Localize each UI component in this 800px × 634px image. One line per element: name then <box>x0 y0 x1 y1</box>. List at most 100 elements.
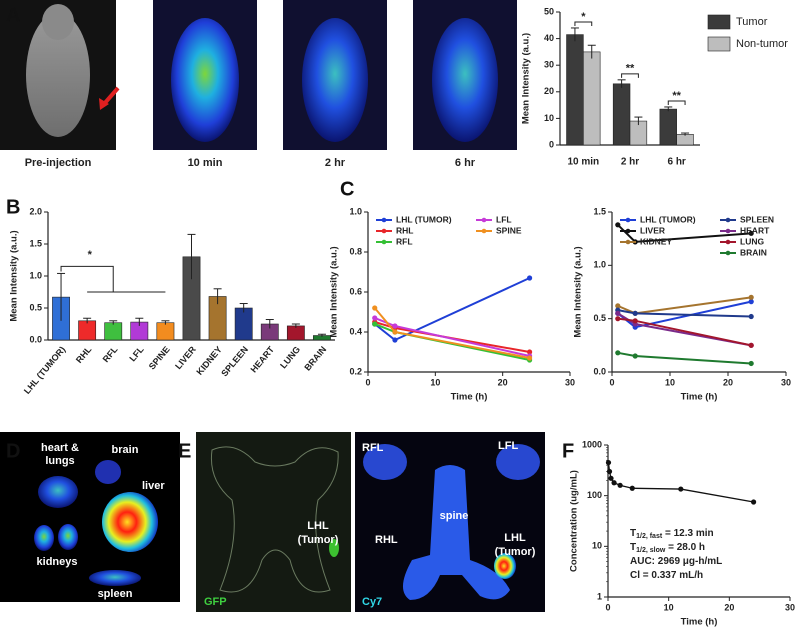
data-point <box>527 349 533 355</box>
y-tick-label: 0.4 <box>349 326 362 336</box>
significance-label: * <box>88 249 93 261</box>
legend-marker <box>725 250 731 256</box>
data-point <box>748 230 754 236</box>
legend-label: RHL <box>396 225 413 235</box>
error-bar <box>83 317 92 324</box>
y-tick-label: 0 <box>549 139 554 149</box>
image-caption: Pre-injection <box>25 157 92 169</box>
y-tick-label: 10 <box>592 541 602 551</box>
image-label: spine <box>440 510 469 522</box>
error-bar <box>187 233 196 280</box>
data-line <box>617 317 752 347</box>
x-tick-label: 20 <box>723 377 733 387</box>
y-tick-label: 1.0 <box>593 260 606 270</box>
annotation-part: T <box>630 528 636 539</box>
y-axis-label: Mean Intensity (a.u.) <box>573 246 584 337</box>
error-bar <box>634 116 643 126</box>
legend-marker <box>725 217 731 223</box>
image-label: LHL <box>504 532 526 544</box>
error-bar <box>265 319 274 329</box>
error-bar <box>135 317 144 326</box>
error-bar <box>570 27 579 42</box>
legend-marker <box>481 217 487 223</box>
error-bar <box>239 303 248 313</box>
x-tick-label: LIVER <box>173 344 198 371</box>
data-point <box>632 310 638 316</box>
y-tick-label: 1.5 <box>593 206 606 216</box>
data-point <box>527 355 533 361</box>
y-tick-label: 100 <box>587 490 602 500</box>
y-axis-label: Concentration (ug/mL) <box>569 470 580 572</box>
y-tick-label: 0.0 <box>593 366 606 376</box>
x-axis-label: Time (h) <box>451 392 488 403</box>
legend-label: BRAIN <box>740 247 767 257</box>
panel-label: D <box>6 440 20 462</box>
data-line <box>617 309 752 318</box>
organ-label: brain <box>112 444 139 456</box>
y-tick-label: 1000 <box>582 439 602 449</box>
data-point <box>632 318 638 324</box>
legend-marker <box>725 228 731 234</box>
error-bar <box>213 288 222 305</box>
image-caption: 10 min <box>188 157 223 169</box>
annotation: Cl = 0.337 mL/h <box>630 570 703 581</box>
data-point <box>372 315 378 321</box>
x-tick-label: SPINE <box>147 344 172 371</box>
legend-label: Non-tumor <box>736 38 788 50</box>
significance-bracket <box>574 21 593 26</box>
x-tick-label: LUNG <box>278 344 302 370</box>
error-bar <box>681 132 690 136</box>
y-tick-label: 0.5 <box>593 313 606 323</box>
legend-label: SPINE <box>496 225 522 235</box>
y-tick-label: 0.5 <box>29 302 42 312</box>
organ-label: liver <box>142 480 165 492</box>
channel-label: Cy7 <box>362 596 382 608</box>
x-tick-label: BRAIN <box>302 344 328 372</box>
image-label: (Tumor) <box>495 546 536 558</box>
image-label: (Tumor) <box>298 534 339 546</box>
significance-bracket <box>60 265 166 293</box>
legend-marker <box>625 239 631 245</box>
error-bar <box>291 323 300 328</box>
x-tick-label: SPLEEN <box>219 344 250 378</box>
legend-label: LHL (TUMOR) <box>396 214 452 224</box>
image-label: LHL <box>307 520 329 532</box>
annotation: T1/2, fast = 12.3 min <box>630 528 714 541</box>
y-tick-label: 0.8 <box>349 246 362 256</box>
legend-marker <box>381 228 387 234</box>
image-panel-d <box>0 432 180 602</box>
error-bar <box>109 320 118 325</box>
legend-marker <box>481 228 487 234</box>
legend-label: SPLEEN <box>740 214 774 224</box>
image-caption: 6 hr <box>455 157 476 169</box>
error-bar <box>161 320 170 325</box>
legend-label: HEART <box>740 225 770 235</box>
bar <box>78 320 97 341</box>
x-tick-label: 10 <box>430 377 440 387</box>
error-bar <box>587 44 596 59</box>
x-tick-label: RHL <box>74 344 94 365</box>
error-bar <box>617 79 626 88</box>
data-point <box>748 294 754 300</box>
x-tick-label: 0 <box>605 602 610 612</box>
bar <box>659 108 677 146</box>
y-tick-label: 0.6 <box>349 286 362 296</box>
organ-label: heart & <box>41 442 79 454</box>
data-line <box>617 351 752 365</box>
data-point <box>611 480 617 486</box>
legend-swatch <box>707 36 731 52</box>
y-tick-label: 1.0 <box>349 206 362 216</box>
data-line <box>374 317 530 357</box>
legend-label: LUNG <box>740 236 764 246</box>
legend-label: LIVER <box>640 225 665 235</box>
organ-label: kidneys <box>37 556 78 568</box>
legend-swatch <box>707 14 731 30</box>
x-tick-label: 30 <box>785 602 795 612</box>
data-point <box>392 337 398 343</box>
organ-label: lungs <box>45 455 74 467</box>
data-point <box>678 486 684 492</box>
data-point <box>748 342 754 348</box>
y-tick-label: 0.0 <box>29 334 42 344</box>
data-point <box>615 303 621 309</box>
